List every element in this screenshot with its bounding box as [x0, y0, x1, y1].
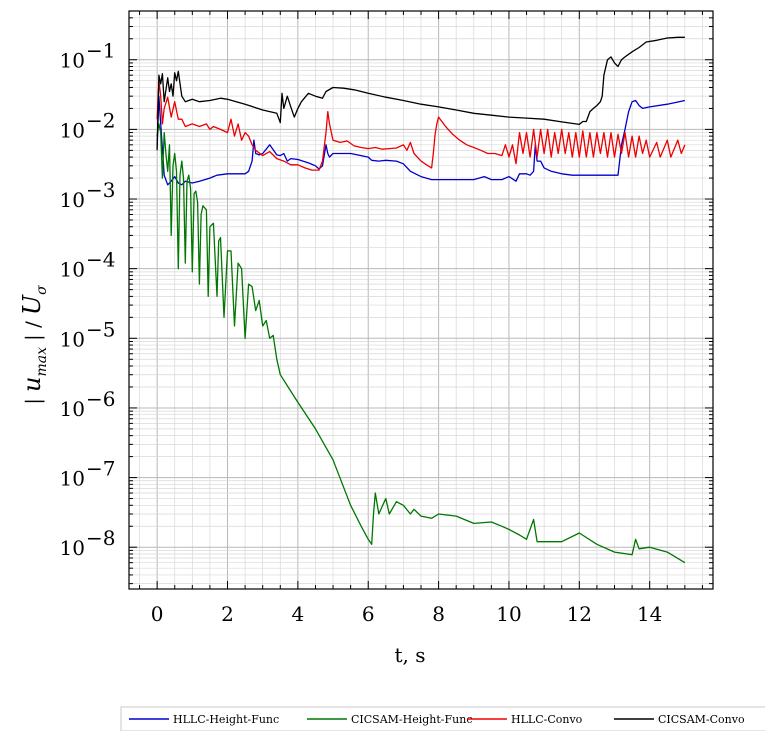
x-tick-label: 6 — [362, 602, 375, 626]
x-tick-label: 8 — [432, 602, 445, 626]
y-axis-title-pipe: | — [21, 398, 46, 405]
y-tick-label-exponent: −5 — [86, 317, 115, 341]
y-tick-label: 10 — [60, 188, 85, 212]
plot-lines — [156, 36, 686, 564]
y-tick-label: 10 — [60, 467, 85, 491]
grid-lines — [129, 10, 713, 589]
y-tick-label: 10 — [60, 327, 85, 351]
y-tick-label-exponent: −1 — [86, 39, 115, 63]
series-line-cicsam-height-func — [156, 123, 686, 564]
y-axis-title-U: U — [18, 294, 46, 315]
series-line-hllc-convo — [156, 80, 686, 171]
y-tick-label: 10 — [60, 258, 85, 282]
axis-ticks — [129, 10, 713, 589]
y-axis-title-U-subscript: σ — [34, 285, 50, 295]
x-tick-labels: 0 2 4 6 8 10 12 14 — [151, 602, 663, 626]
series-line-cicsam-convo — [156, 36, 685, 151]
series-line-hllc-height-func — [156, 95, 686, 186]
y-tick-label: 10 — [60, 536, 85, 560]
x-tick-label: 14 — [637, 602, 662, 626]
legend: HLLC-Height-Func CICSAM-Height-Func HLLC-C… — [120, 706, 765, 731]
y-tick-label-exponent: −8 — [86, 526, 115, 550]
y-axis-title-divider: | / — [21, 321, 46, 341]
x-tick-label: 10 — [496, 602, 521, 626]
y-tick-label-exponent: −6 — [86, 387, 115, 411]
y-tick-labels: 10−110−210−310−410−510−610−710−8 — [60, 39, 116, 560]
legend-box — [120, 706, 765, 731]
y-tick-label-exponent: −4 — [86, 248, 115, 272]
y-tick-label: 10 — [60, 118, 85, 142]
y-tick-label-exponent: −3 — [86, 178, 115, 202]
y-axis-title-u-subscript: max — [34, 347, 50, 377]
legend-label: HLLC-Height-Func — [173, 713, 279, 726]
x-tick-label: 4 — [292, 602, 305, 626]
legend-label: CICSAM-Convo — [658, 713, 745, 726]
x-axis-title: t, s — [394, 643, 425, 667]
y-tick-label-exponent: −2 — [86, 108, 115, 132]
legend-label: CICSAM-Height-Func — [351, 713, 472, 726]
x-tick-label: 12 — [567, 602, 592, 626]
y-tick-label: 10 — [60, 397, 85, 421]
y-axis-title-u: u — [18, 376, 46, 391]
x-tick-label: 2 — [221, 602, 234, 626]
legend-label: HLLC-Convo — [511, 713, 583, 726]
y-tick-label-exponent: −7 — [86, 457, 115, 481]
y-tick-label: 10 — [60, 49, 85, 73]
y-axis-title: | umax | / Uσ — [18, 285, 50, 405]
x-tick-label: 0 — [151, 602, 164, 626]
